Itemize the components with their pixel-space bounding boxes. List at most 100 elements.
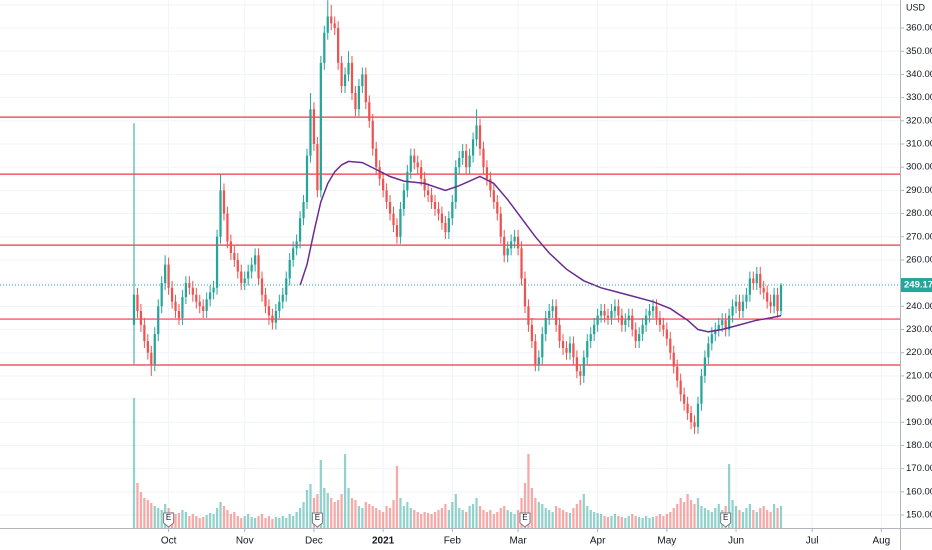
candle-body	[527, 306, 530, 325]
volume-bar	[717, 504, 720, 528]
volume-bar	[714, 508, 717, 528]
candle-body	[537, 357, 540, 365]
candle-body	[361, 74, 364, 87]
volume-bar	[188, 516, 191, 528]
candle-body	[264, 294, 267, 307]
grid	[0, 0, 900, 528]
candle-body	[710, 334, 713, 344]
volume-bar	[385, 506, 388, 528]
candle-body	[558, 324, 561, 342]
candle-body	[385, 190, 388, 202]
candle-body	[579, 371, 582, 376]
volume-bar	[153, 506, 156, 528]
volume-bar	[762, 506, 765, 528]
volume-bar	[516, 510, 520, 528]
volume-bar	[510, 512, 513, 528]
volume-bar	[323, 488, 326, 528]
candle-body	[288, 259, 291, 279]
volume-bar	[471, 504, 475, 528]
candle-body	[191, 287, 194, 295]
candle-body	[530, 324, 534, 342]
volume-bar	[146, 500, 149, 528]
candle-body	[644, 315, 648, 325]
x-tick-label: Mar	[509, 536, 527, 547]
volume-bar	[440, 508, 444, 528]
candle-body	[236, 259, 239, 272]
volume-bar	[558, 508, 561, 528]
candle-body	[337, 28, 340, 63]
volume-bar	[593, 512, 596, 528]
y-tick-label: 350.00	[906, 46, 932, 57]
volume-bar	[330, 498, 333, 528]
candle-body	[665, 329, 668, 339]
candle-body	[534, 341, 537, 365]
y-tick-label: 240.00	[906, 301, 932, 312]
volume-bar	[579, 500, 582, 528]
x-tick-label: Apr	[590, 536, 606, 547]
volume-bar	[741, 512, 745, 528]
candle-body	[181, 297, 184, 318]
earnings-label: E	[166, 513, 171, 522]
volume-bar	[641, 518, 644, 528]
volume-bar	[236, 516, 239, 528]
candle-body	[430, 195, 433, 202]
candle-body	[496, 201, 499, 214]
earnings-label: E	[522, 513, 527, 522]
volume-bar	[689, 500, 693, 528]
volume-bar	[534, 498, 537, 528]
candle-body	[752, 278, 755, 284]
volume-bar	[651, 517, 655, 528]
candle-body	[153, 334, 156, 365]
candle-body	[399, 208, 402, 237]
volume-bar	[205, 515, 208, 528]
candle-body	[371, 120, 374, 149]
volume-bar	[478, 506, 482, 528]
x-tick-label: Nov	[236, 536, 254, 547]
candle-body	[208, 292, 212, 300]
volume-bar	[530, 488, 534, 528]
volume-bar	[544, 508, 547, 528]
candle-body	[613, 306, 617, 311]
candle-body	[572, 343, 575, 358]
last-price-label: 249.17	[904, 280, 932, 291]
volume-bar	[368, 504, 371, 528]
candle-body	[253, 255, 257, 265]
candle-body	[561, 341, 565, 349]
x-tick-label: 2021	[372, 536, 395, 547]
candle-body	[136, 294, 139, 311]
candle-body	[451, 201, 454, 219]
y-tick-label: 310.00	[906, 139, 932, 150]
candle-body	[676, 366, 679, 381]
candle-body	[651, 306, 655, 311]
candle-body	[378, 167, 381, 179]
y-tick-label: 170.00	[906, 463, 932, 474]
candle-body	[316, 144, 319, 191]
volume-bar	[319, 460, 322, 528]
volume-bar	[624, 518, 627, 528]
candle-body	[772, 294, 776, 307]
volume-bar	[454, 494, 457, 528]
y-tick-label: 340.00	[906, 69, 932, 80]
volume-bar	[561, 510, 565, 528]
volume-bar	[174, 514, 177, 528]
candle-body	[641, 324, 644, 335]
candle-body	[603, 310, 606, 316]
volume-bar	[444, 504, 447, 528]
candle-body	[516, 236, 520, 249]
candle-body	[582, 357, 585, 376]
volume-bar	[631, 514, 634, 528]
candle-body	[634, 329, 637, 342]
candle-body	[423, 178, 426, 191]
volume-bar	[426, 513, 430, 528]
volume-bar	[779, 506, 783, 528]
volume-bar	[202, 517, 205, 528]
earnings-marker: E	[163, 512, 175, 528]
volume-bar	[184, 512, 188, 528]
candle-body	[343, 74, 347, 87]
candle-body	[679, 380, 682, 395]
volume-bar	[215, 508, 219, 528]
volume-bar	[392, 500, 395, 528]
volume-bar	[150, 503, 153, 528]
volume-bar	[406, 502, 409, 528]
